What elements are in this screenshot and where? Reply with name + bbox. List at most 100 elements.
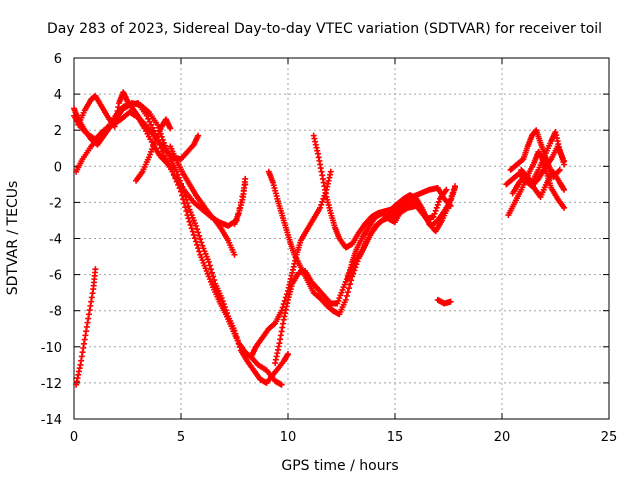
x-tick-label: 25 [601,430,618,445]
x-tick-label: 0 [70,430,78,445]
data-point-marker [431,210,438,217]
data-point-marker [561,161,568,168]
data-points [71,89,568,388]
data-point-marker [327,168,334,175]
data-point-marker [189,228,196,235]
data-point-marker [191,235,198,242]
y-tick-label: 4 [54,88,62,103]
x-tick-label: 20 [494,430,511,445]
data-point-marker [447,298,454,305]
data-point-marker [195,245,202,252]
data-point-marker [192,238,199,245]
data-point-marker [211,277,218,284]
data-point-marker [185,215,192,222]
data-point-marker [146,118,153,125]
data-point-marker [433,204,440,211]
data-point-marker [92,266,99,273]
y-axis-label: SDTVAR / TECUs [5,181,21,296]
data-point-marker [192,222,199,229]
data-point-marker [187,221,194,228]
y-tick-label: -14 [41,413,62,428]
data-point-marker [561,186,568,193]
data-point-marker [196,232,203,239]
data-point-marker [178,188,184,195]
data-point-marker [170,172,177,179]
data-point-marker [209,269,216,276]
data-point-marker [450,186,457,193]
y-tick-label: 2 [54,124,62,139]
data-point-marker [198,239,205,246]
y-tick-label: -8 [49,305,62,320]
data-point-marker [173,178,180,185]
data-point-marker [449,189,456,196]
data-point-marker [184,212,191,219]
data-point-marker [445,203,452,210]
data-point-marker [194,241,201,248]
data-point-marker [143,112,150,119]
data-point-marker [561,204,568,211]
x-tick-label: 10 [280,430,297,445]
data-point-marker [343,292,350,299]
data-point-marker [451,183,458,190]
data-point-marker [271,321,278,328]
data-point-marker [285,351,291,358]
data-point-marker [319,198,326,205]
data-point-marker [176,177,183,184]
data-point-marker [435,198,442,205]
data-point-marker [556,166,563,173]
y-tick-label: -6 [49,269,62,284]
y-tick-label: -2 [49,196,62,211]
data-point-marker [207,266,214,273]
data-point-marker [145,115,152,122]
data-point-marker [446,199,453,206]
x-axis-label: GPS time / hours [281,458,398,474]
data-point-marker [342,296,349,303]
data-point-marker [344,289,351,296]
data-point-marker [206,262,213,269]
data-point-marker [347,281,354,288]
data-point-marker [190,231,197,238]
data-point-marker [188,225,195,232]
data-point-marker [278,307,285,314]
data-point-marker [519,156,526,163]
data-point-marker [195,229,202,236]
data-point-marker [169,168,176,175]
data-point-marker [185,203,192,210]
data-point-marker [320,195,327,202]
data-point-marker [194,226,201,233]
data-point-marker [182,193,189,200]
data-point-marker [317,204,324,211]
y-tick-label: -12 [41,377,62,392]
data-point-marker [242,175,249,182]
data-point-marker [345,285,352,292]
y-tick-label: 6 [54,52,62,67]
axis-ticks: 0 5 10 15 20 25 -14 -12 -10 -8 -6 -4 -2 0 2 4 6 [41,52,618,445]
data-point-marker [196,248,203,255]
data-point-marker [197,236,204,243]
x-tick-label: 5 [177,430,185,445]
data-point-marker [179,192,186,199]
y-tick-label: -10 [41,341,62,356]
data-point-marker [183,208,190,215]
data-point-marker [180,196,187,203]
data-point-marker [348,277,355,284]
data-point-marker [148,121,155,128]
x-tick-label: 15 [387,430,404,445]
data-point-marker [186,218,193,225]
y-tick-label: 0 [54,160,62,175]
data-point-marker [443,186,450,193]
data-point-marker [448,193,455,200]
data-point-marker [279,304,286,311]
data-point-marker [159,136,166,143]
data-point-marker [218,295,225,302]
data-point-marker [432,207,439,214]
data-point-marker [430,213,437,220]
chart-title: Day 283 of 2023, Sidereal Day-to-day VTE… [47,21,602,37]
data-point-marker [167,125,174,132]
data-point-marker [434,201,441,208]
data-point-marker [182,204,189,211]
data-point-marker [176,185,183,192]
grid-lines [74,58,609,419]
data-point-marker [181,200,188,207]
